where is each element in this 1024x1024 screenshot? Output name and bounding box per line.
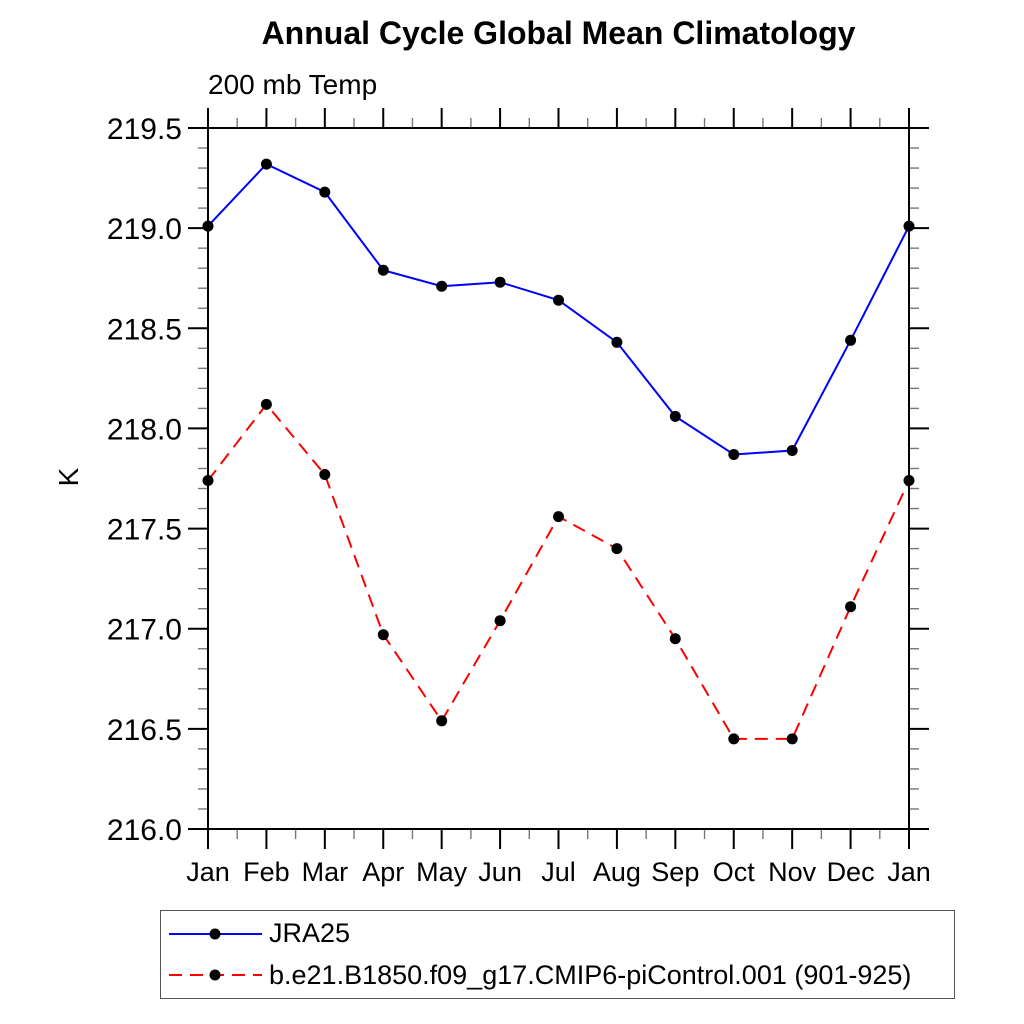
plot-border: [207, 127, 910, 830]
data-point: [319, 469, 331, 480]
legend-label-series1: JRA25: [269, 918, 351, 949]
data-point: [494, 276, 506, 288]
data-point: [611, 336, 623, 348]
data-point: [845, 334, 857, 346]
x-tick-label: May: [416, 857, 468, 887]
y-tick-label: 216.5: [107, 714, 182, 747]
data-point: [377, 264, 389, 276]
legend-marker-dot-icon: [209, 969, 221, 981]
data-point: [436, 715, 448, 727]
x-tick-label: Aug: [593, 857, 641, 887]
legend-item-jra25: JRA25: [161, 915, 954, 953]
y-tick-label: 218.0: [107, 413, 182, 446]
x-tick-label: Feb: [243, 857, 290, 887]
data-point: [611, 543, 623, 555]
y-tick-label: 217.5: [107, 514, 182, 547]
x-tick-label: Apr: [362, 857, 404, 887]
data-point: [436, 280, 448, 292]
legend-line-sample-dashed: [169, 969, 262, 981]
legend: JRA25 b.e21.B1850.f09_g17.CMIP6-piContro…: [160, 910, 955, 999]
x-tick-label: Mar: [302, 857, 349, 887]
data-point: [553, 511, 564, 523]
data-point: [319, 186, 331, 198]
data-point: [669, 410, 681, 422]
x-tick-label: Jun: [478, 857, 522, 887]
x-tick-label: Sep: [651, 857, 699, 887]
data-point: [728, 449, 740, 460]
chart-title: Annual Cycle Global Mean Climatology: [261, 15, 856, 51]
y-tick-label: 217.0: [107, 614, 182, 647]
x-tick-label: Nov: [768, 857, 817, 887]
legend-line-sample-solid: [169, 928, 262, 940]
y-tick-label: 219.0: [107, 213, 182, 246]
data-point: [786, 445, 798, 456]
data-point: [786, 733, 798, 745]
data-point: [553, 294, 564, 306]
data-point: [728, 733, 740, 745]
series-line-1: [207, 162, 910, 456]
data-point: [903, 220, 915, 232]
data-point: [202, 220, 214, 232]
major-ticks: [188, 108, 929, 849]
x-tick-label: Jan: [887, 857, 931, 887]
data-point: [260, 158, 272, 170]
minor-ticks: [198, 118, 919, 839]
data-point: [903, 475, 915, 486]
data-point: [669, 633, 681, 645]
data-point: [494, 615, 506, 627]
y-tick-label: 216.0: [107, 814, 182, 847]
legend-marker-dot-icon: [209, 928, 221, 940]
data-point: [260, 398, 272, 410]
legend-label-series2: b.e21.B1850.f09_g17.CMIP6-piControl.001 …: [269, 959, 912, 990]
data-point: [202, 475, 214, 486]
x-tick-label: Jul: [541, 857, 576, 887]
y-tick-label: 218.5: [107, 313, 182, 346]
data-point: [377, 629, 389, 641]
legend-item-picontrol: b.e21.B1850.f09_g17.CMIP6-piControl.001 …: [161, 956, 954, 994]
chart-subtitle: 200 mb Temp: [208, 69, 378, 100]
data-point: [845, 601, 857, 613]
x-tick-label: Jan: [186, 857, 230, 887]
series-line-2: [207, 402, 910, 740]
x-tick-label: Dec: [827, 857, 875, 887]
x-tick-label: Oct: [713, 857, 756, 887]
y-tick-label: 219.5: [107, 113, 182, 146]
